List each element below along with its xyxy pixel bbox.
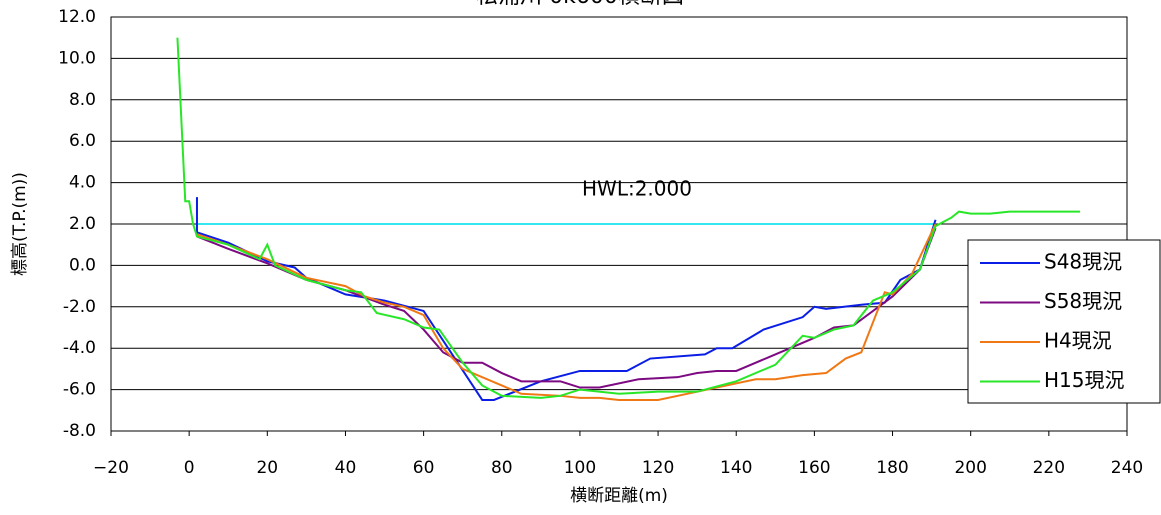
x-tick-label: −20 bbox=[93, 458, 129, 478]
chart-title: 松浦川 0k600横断図 bbox=[476, 0, 684, 9]
y-tick-label: 8.0 bbox=[69, 90, 96, 110]
x-tick-label: 180 bbox=[876, 458, 908, 478]
hwl-label: HWL:2.000 bbox=[582, 177, 692, 201]
x-tick-label: 40 bbox=[335, 458, 357, 478]
y-tick-label: -2.0 bbox=[63, 297, 96, 317]
x-tick-label: 100 bbox=[564, 458, 596, 478]
x-tick-label: 120 bbox=[642, 458, 674, 478]
x-tick-label: 200 bbox=[954, 458, 986, 478]
series-line bbox=[176, 37, 1081, 399]
x-tick-label: 0 bbox=[184, 458, 195, 478]
legend-label: H4現況 bbox=[1044, 329, 1112, 353]
x-tick-label: 80 bbox=[491, 458, 513, 478]
y-tick-label: -4.0 bbox=[63, 338, 96, 358]
legend-box bbox=[967, 239, 1161, 404]
x-tick-label: 20 bbox=[256, 458, 278, 478]
plot-border bbox=[110, 16, 1128, 432]
x-tick-label: 160 bbox=[798, 458, 830, 478]
legend-label: H15現況 bbox=[1044, 368, 1125, 392]
y-tick-label: 6.0 bbox=[69, 131, 96, 151]
x-tick-label: 220 bbox=[1033, 458, 1065, 478]
y-tick-label: -6.0 bbox=[63, 380, 96, 400]
legend-label: S48現況 bbox=[1044, 250, 1122, 274]
x-tick-label: 140 bbox=[720, 458, 752, 478]
y-tick-label: 10.0 bbox=[58, 48, 96, 68]
series-line bbox=[196, 223, 937, 401]
y-tick-label: 2.0 bbox=[69, 214, 96, 234]
y-tick-label: 4.0 bbox=[69, 173, 96, 193]
x-tick-label: 240 bbox=[1111, 458, 1143, 478]
legend-label: S58現況 bbox=[1044, 289, 1122, 313]
y-tick-label: 0.0 bbox=[69, 255, 96, 275]
series-line bbox=[195, 197, 937, 401]
y-tick-label: -8.0 bbox=[63, 421, 96, 441]
y-tick-label: 12.0 bbox=[58, 7, 96, 27]
x-tick-label: 60 bbox=[413, 458, 435, 478]
y-axis-label: 標高(T.P.(m)) bbox=[10, 172, 30, 276]
x-axis-label: 横断距離(m) bbox=[570, 486, 668, 506]
